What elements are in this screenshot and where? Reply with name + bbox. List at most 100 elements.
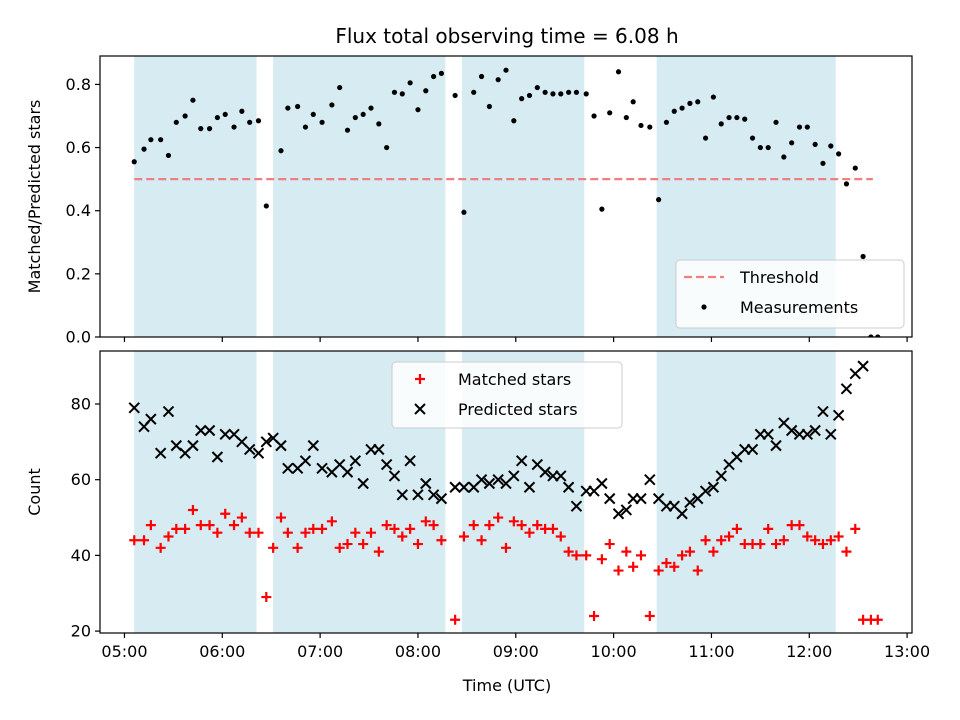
predicted-point bbox=[825, 428, 837, 440]
measurement-point bbox=[742, 116, 748, 122]
measurement-point bbox=[391, 89, 398, 95]
measurement-point bbox=[695, 99, 701, 105]
ratio-y-axis-label: Matched/Predicted stars bbox=[25, 100, 44, 294]
measurement-point bbox=[687, 100, 693, 106]
predicted-point bbox=[357, 477, 369, 490]
matched-point bbox=[275, 512, 286, 523]
matched-point bbox=[555, 531, 566, 542]
predicted-point bbox=[612, 508, 625, 520]
ratio-legend: Threshold Measurements bbox=[675, 259, 905, 329]
measurement-point bbox=[511, 118, 517, 124]
predicted-point bbox=[458, 481, 470, 493]
predicted-point bbox=[396, 489, 409, 501]
measurement-point bbox=[607, 110, 613, 116]
measurement-point bbox=[615, 69, 622, 75]
predicted-point bbox=[420, 477, 432, 490]
matched-point bbox=[628, 561, 639, 572]
matched-point bbox=[581, 550, 592, 561]
y-tick-label: 80 bbox=[71, 394, 91, 413]
matched-point bbox=[244, 527, 255, 538]
measurement-point bbox=[182, 113, 188, 119]
measurement-point bbox=[310, 111, 316, 118]
matched-point bbox=[326, 516, 337, 527]
predicted-point bbox=[620, 504, 633, 516]
measurement-point bbox=[360, 111, 366, 118]
matched-point bbox=[129, 535, 140, 546]
measurement-point bbox=[495, 77, 501, 83]
predicted-point bbox=[809, 424, 821, 437]
x-tick-label: 05:00 bbox=[101, 642, 147, 661]
predicted-point bbox=[435, 492, 448, 505]
matched-point bbox=[342, 539, 353, 550]
predicted-point bbox=[475, 473, 488, 486]
matched-point bbox=[872, 614, 883, 625]
matched-point bbox=[212, 527, 223, 538]
measurement-point bbox=[255, 118, 262, 124]
matched-point bbox=[825, 535, 836, 546]
measurement-point bbox=[486, 103, 492, 110]
matched-point bbox=[763, 523, 774, 534]
predicted-point bbox=[162, 405, 175, 418]
observing-span bbox=[134, 351, 257, 633]
measurement-point bbox=[718, 121, 724, 127]
measurement-point bbox=[804, 124, 810, 130]
matched-point bbox=[300, 527, 311, 538]
matched-point bbox=[493, 512, 504, 523]
y-tick-label: 40 bbox=[71, 546, 91, 565]
matched-point bbox=[731, 523, 742, 534]
measurement-point bbox=[656, 197, 662, 203]
y-tick-label: 0.2 bbox=[66, 264, 91, 283]
matched-point bbox=[669, 561, 680, 572]
matched-point bbox=[724, 531, 735, 542]
matched-point bbox=[644, 610, 655, 621]
matched-point bbox=[139, 535, 150, 546]
matched-point bbox=[476, 535, 487, 546]
matched-point bbox=[484, 520, 495, 531]
measurement-point bbox=[773, 119, 779, 125]
predicted-point bbox=[128, 402, 140, 414]
matched-point bbox=[334, 542, 345, 553]
measurement-point bbox=[868, 334, 874, 337]
x-tick-label: 08:00 bbox=[395, 642, 441, 661]
legend-box bbox=[391, 361, 623, 429]
matched-point bbox=[292, 542, 303, 553]
matched-point bbox=[771, 539, 782, 550]
measurement-point bbox=[534, 84, 540, 91]
measurement-point bbox=[503, 67, 509, 73]
predicted-point bbox=[562, 481, 575, 493]
matched-point bbox=[571, 550, 582, 561]
matched-point bbox=[268, 542, 279, 553]
measurement-point bbox=[461, 209, 467, 215]
matched-point bbox=[547, 523, 558, 534]
predicted-point bbox=[275, 439, 287, 452]
matched-point bbox=[261, 592, 272, 603]
matched-point bbox=[563, 546, 574, 557]
x-tick-label: 12:00 bbox=[786, 642, 832, 661]
y-tick-label: 0.4 bbox=[66, 201, 91, 220]
matched-point bbox=[358, 539, 369, 550]
matched-point bbox=[802, 531, 813, 542]
predicted-point bbox=[299, 455, 312, 467]
measurement-point bbox=[583, 91, 589, 97]
predicted-point bbox=[154, 447, 167, 459]
measurement-point bbox=[158, 137, 164, 143]
matched-point bbox=[468, 520, 479, 531]
measurement-point bbox=[263, 203, 269, 209]
matched-point bbox=[458, 531, 469, 542]
measurement-point bbox=[519, 96, 525, 102]
matched-point bbox=[373, 546, 384, 557]
measurement-point bbox=[337, 84, 343, 91]
matched-point bbox=[308, 523, 319, 534]
measurement-point bbox=[573, 89, 580, 95]
predicted-point bbox=[483, 477, 496, 490]
measurement-point bbox=[478, 73, 485, 80]
matched-point bbox=[171, 523, 182, 534]
predicted-point bbox=[644, 473, 656, 486]
matched-point bbox=[516, 520, 527, 531]
measurement-point bbox=[852, 165, 858, 171]
predicted-point bbox=[801, 428, 814, 440]
matched-point bbox=[220, 508, 231, 519]
matched-point bbox=[604, 539, 615, 550]
matched-point bbox=[145, 520, 156, 531]
measurement-series bbox=[131, 67, 881, 337]
